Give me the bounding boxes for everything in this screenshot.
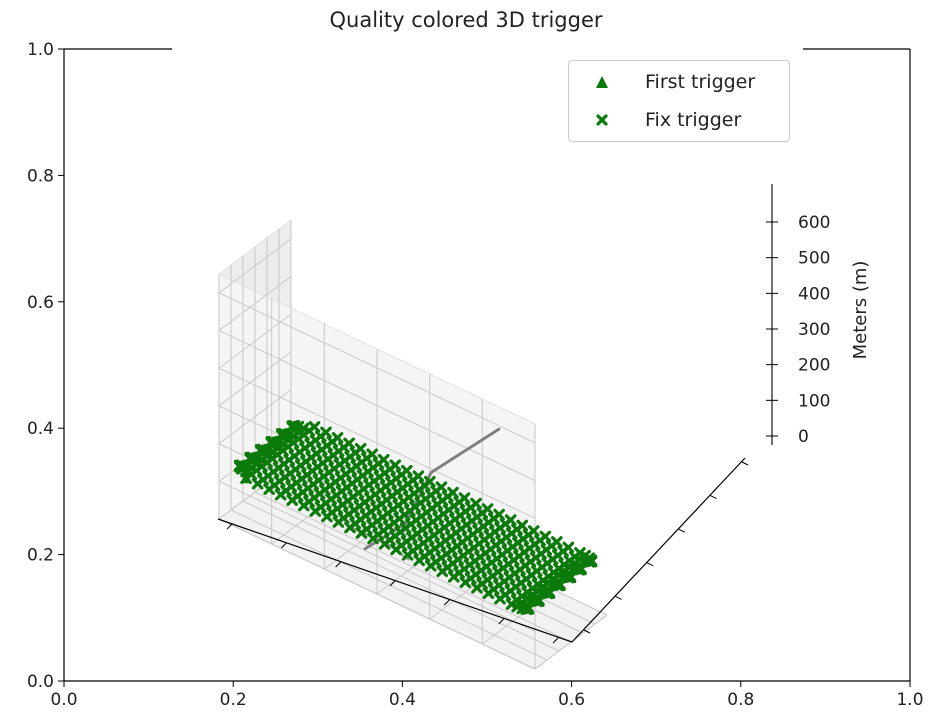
legend-label-first-trigger: First trigger: [645, 71, 755, 93]
legend-entry-first-trigger: First trigger: [569, 69, 789, 95]
x-tick-label: 0.2: [220, 690, 247, 710]
y3d-axis-line: [572, 458, 745, 642]
y3d-tick-mark: [742, 462, 748, 465]
y3d-tick-mark: [616, 596, 622, 599]
z-tick-label: 100: [798, 391, 830, 411]
z-axis-label: Meters (m): [850, 261, 871, 360]
z-tick-label: 200: [798, 356, 830, 376]
z-tick-label: 400: [798, 284, 830, 304]
y3d-tick-mark: [647, 563, 653, 566]
x-tick-label: 0.6: [558, 690, 585, 710]
y-tick-label: 0.2: [27, 546, 54, 566]
legend: First trigger Fix trigger: [568, 60, 790, 142]
z-tick-label: 0: [798, 427, 809, 447]
chart-title: Quality colored 3D trigger: [0, 8, 932, 32]
x-tick-label: 0.0: [50, 690, 77, 710]
y-tick-label: 1.0: [27, 40, 54, 60]
z-tick-label: 600: [798, 213, 830, 233]
z-tick-label: 300: [798, 320, 830, 340]
legend-label-fix-trigger: Fix trigger: [645, 109, 741, 131]
x-tick-label: 1.0: [896, 690, 923, 710]
x3d-tick-mark: [227, 524, 232, 529]
x-tick-label: 0.8: [727, 690, 754, 710]
x-tick-label: 0.4: [389, 690, 416, 710]
y-tick-label: 0.6: [27, 293, 54, 313]
z-tick-label: 500: [798, 249, 830, 269]
y3d-tick-mark: [710, 496, 716, 499]
x-marker-icon: [593, 111, 611, 129]
y-tick-label: 0.0: [27, 672, 54, 692]
triangle-icon: [593, 73, 611, 91]
y-tick-label: 0.4: [27, 419, 54, 439]
legend-entry-fix-trigger: Fix trigger: [569, 107, 789, 133]
y3d-tick-mark: [679, 529, 685, 532]
y-tick-label: 0.8: [27, 166, 54, 186]
